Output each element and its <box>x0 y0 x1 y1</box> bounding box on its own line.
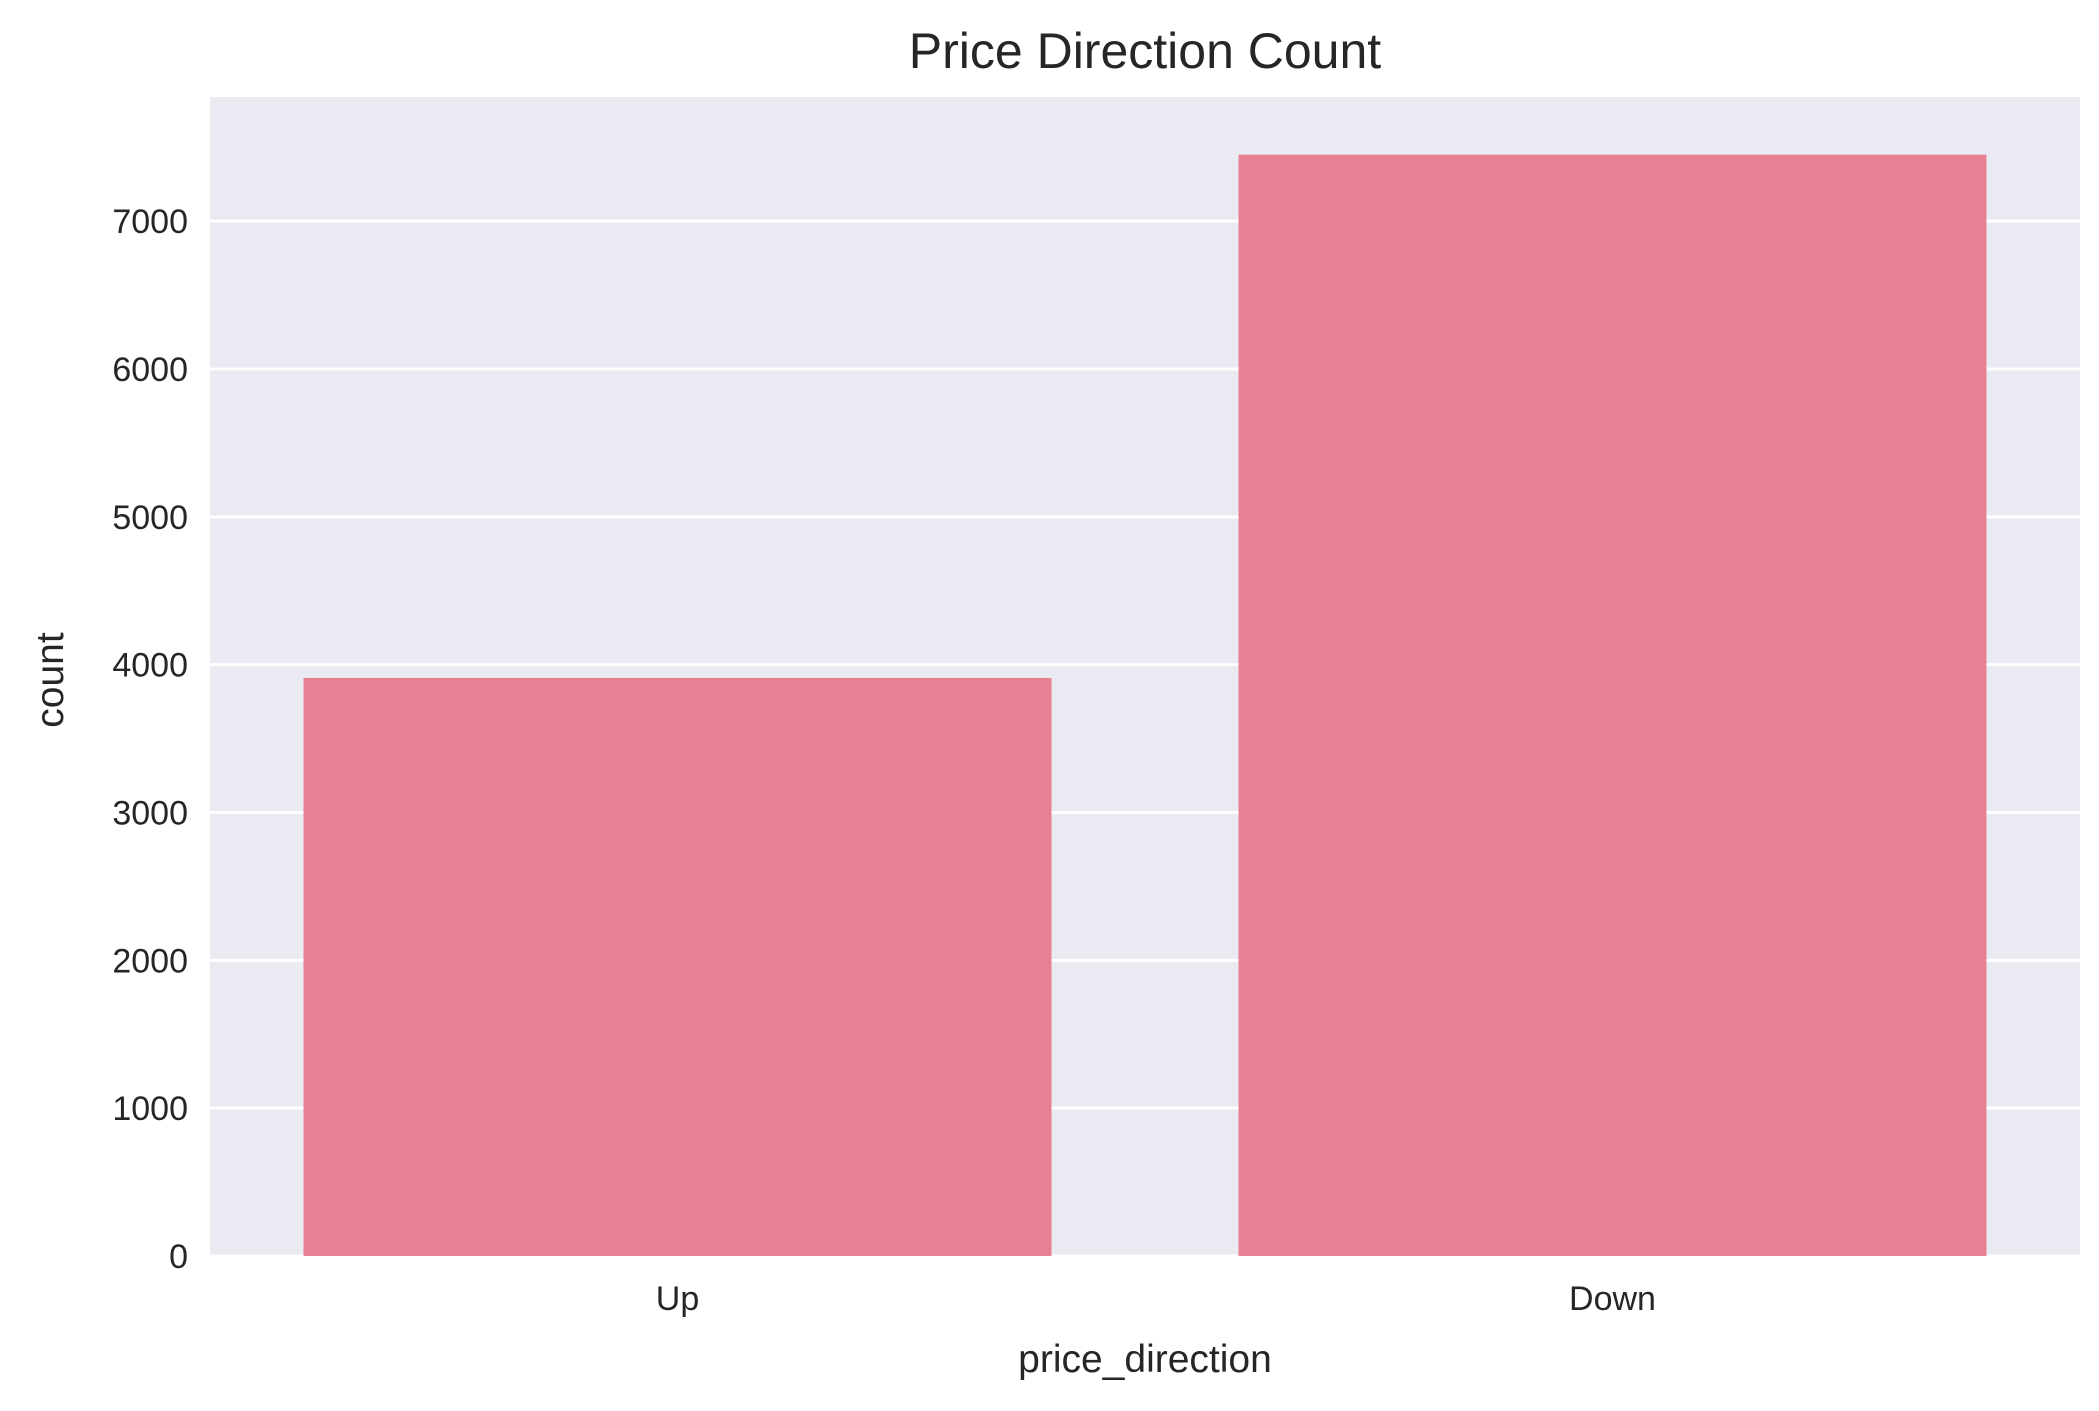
y-tick-label: 2000 <box>112 942 188 980</box>
bar-down <box>1238 154 1987 1257</box>
y-tick-label: 1000 <box>112 1090 188 1128</box>
y-tick-label: 5000 <box>112 499 188 537</box>
x-axis-label: price_direction <box>1018 1338 1272 1381</box>
x-tick-labels: Up Down <box>656 1280 1656 1318</box>
y-tick-labels: 0 1000 2000 3000 4000 5000 6000 7000 <box>112 203 188 1276</box>
chart-title: Price Direction Count <box>909 23 1382 79</box>
bar-up <box>303 677 1052 1256</box>
y-tick-label: 6000 <box>112 351 188 389</box>
y-tick-label: 3000 <box>112 795 188 833</box>
y-tick-label: 4000 <box>112 647 188 685</box>
y-tick-label: 7000 <box>112 203 188 241</box>
bars <box>303 154 1987 1257</box>
y-axis-label: count <box>29 632 72 728</box>
y-tick-label: 0 <box>169 1238 188 1276</box>
x-tick-label: Up <box>656 1280 699 1318</box>
x-tick-label: Down <box>1569 1280 1656 1318</box>
